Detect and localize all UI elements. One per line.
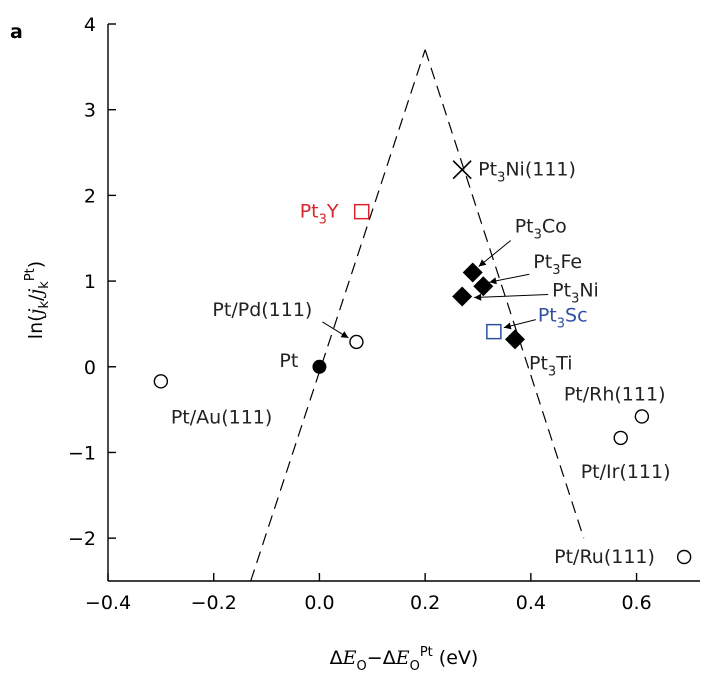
arrow-head xyxy=(489,277,497,285)
point-label: Pt/Ir(111) xyxy=(581,461,671,483)
point-label: Pt/Pd(111) xyxy=(212,299,312,321)
y-tick-label: −1 xyxy=(68,442,96,464)
point-label: Pt3Y xyxy=(300,201,339,228)
cross-stroke xyxy=(452,160,472,180)
y-axis-label: ln(jk/jkPt) xyxy=(23,261,52,339)
point-label: Pt3Ti xyxy=(529,352,573,379)
open-circle-point xyxy=(676,549,692,565)
point-label: Pt3Ni(111) xyxy=(478,159,576,186)
y-tick-label: 0 xyxy=(84,357,96,379)
cross-point xyxy=(452,160,472,180)
open-square-point xyxy=(486,323,502,340)
volcano-lines xyxy=(250,49,585,582)
point-label: Pt3Sc xyxy=(538,305,588,332)
arrow-head xyxy=(503,322,512,330)
axes: −2 −1 0 1 2 3 4 −0.4 −0.2 0.0 0.2 0.4 0.6 xyxy=(68,14,700,614)
open-circle-point xyxy=(634,409,650,424)
diamond-point xyxy=(473,276,494,297)
y-tick-label: −2 xyxy=(68,528,96,550)
open-circle-point xyxy=(153,374,169,389)
data-points xyxy=(153,160,692,565)
x-tick-label: 0.6 xyxy=(621,592,651,614)
point-label: Pt3Fe xyxy=(533,251,582,278)
volcano-line xyxy=(250,49,426,582)
x-tick-label: 0.4 xyxy=(516,592,546,614)
x-axis-label: ΔEO−ΔEOPt (eV) xyxy=(330,645,479,674)
point-label: Pt xyxy=(279,350,298,372)
arrow-head xyxy=(474,293,482,301)
arrow-head xyxy=(340,331,349,338)
panel-label: a xyxy=(10,21,23,43)
filled-circle-point xyxy=(312,359,327,374)
x-tick-label: −0.2 xyxy=(191,592,237,614)
open-circle-point xyxy=(613,430,628,446)
x-tick-label: −0.4 xyxy=(85,592,131,614)
diamond-point xyxy=(462,262,483,283)
diamond-point xyxy=(452,286,473,307)
x-tick-label: 0.2 xyxy=(410,592,440,614)
label-arrow xyxy=(474,294,549,299)
svg-text:ln(jk/jkPt): ln(jk/jkPt) xyxy=(23,261,52,339)
arrow-head xyxy=(478,259,487,267)
y-tick-label: 1 xyxy=(84,271,96,293)
y-tick-label: 2 xyxy=(84,185,96,207)
x-tick-label: 0.0 xyxy=(304,592,334,614)
point-label: Pt3Ni xyxy=(552,280,599,307)
open-square-point xyxy=(353,203,370,220)
point-label: Pt/Ru(111) xyxy=(554,546,655,568)
point-label: Pt3Co xyxy=(515,216,567,243)
y-tick-label: 3 xyxy=(84,100,96,122)
point-labels: Pt/Au(111) Pt/Pd(111) Pt/Rh(111) Pt/Ir(111)… xyxy=(171,159,671,568)
point-label: Pt/Au(111) xyxy=(171,406,272,428)
volcano-line xyxy=(424,49,585,539)
diamond-point xyxy=(505,329,525,350)
open-circle-point xyxy=(349,334,364,350)
y-tick-label: 4 xyxy=(84,14,96,36)
point-label: Pt/Rh(111) xyxy=(564,383,666,405)
